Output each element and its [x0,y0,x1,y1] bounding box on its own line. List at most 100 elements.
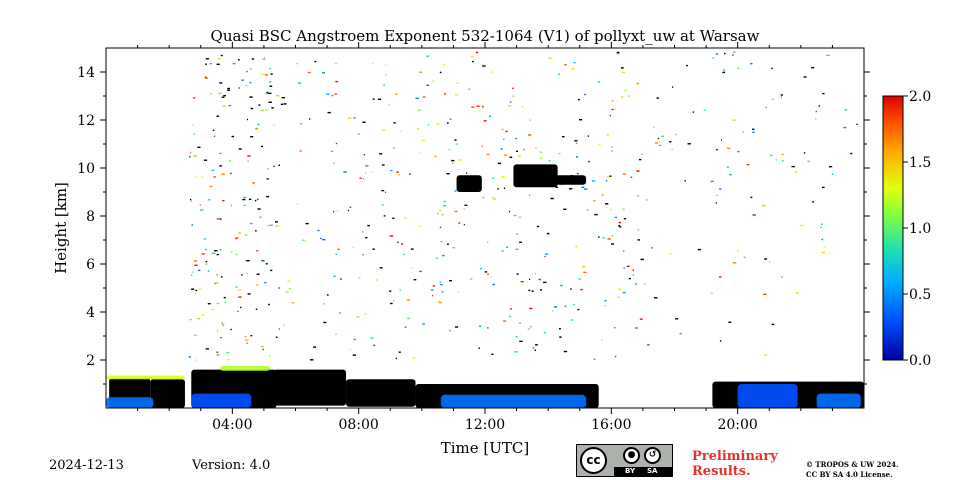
noise-point [195,359,197,361]
noise-point [466,172,468,174]
x-tick-label: 20:00 [717,417,757,433]
noise-point [800,224,804,227]
noise-point [515,248,519,250]
noise-point [449,330,451,332]
y-tick-label: 6 [86,257,95,273]
noise-point [244,234,248,236]
noise-point [265,109,268,111]
noise-point [190,200,192,202]
noise-point [211,169,215,171]
noise-point [441,291,444,293]
noise-point [224,301,227,304]
noise-point [222,202,224,204]
noise-point [601,194,604,196]
noise-point [196,318,200,320]
noise-point [353,117,356,119]
noise-point [270,73,273,75]
noise-point [534,273,536,275]
noise-point [529,119,531,121]
cc-sa-label: SA [647,467,658,475]
cirrus-cloud-3 [554,175,587,185]
noise-point [544,255,546,258]
noise-point [490,276,492,278]
noise-point [285,291,289,293]
noise-point [238,232,241,234]
noise-point [241,79,244,81]
noise-point [238,296,242,298]
noise-point [780,276,783,278]
noise-point [255,308,258,310]
noise-point [221,96,225,98]
noise-point [226,352,230,354]
noise-point [356,316,360,318]
date-label: 2024-12-13 [49,458,124,473]
noise-point [419,225,422,228]
noise-point [447,243,449,245]
noise-point [618,288,622,290]
noise-point [719,188,722,190]
noise-point [337,248,340,250]
noise-point [653,126,655,129]
noise-point [189,318,192,321]
attribution-icon: ● [623,447,640,464]
noise-point [268,101,272,103]
noise-point [781,153,785,156]
noise-point [482,105,484,108]
noise-point [615,108,617,110]
noise-point [632,269,634,271]
noise-point [247,293,251,295]
noise-point [622,208,625,210]
angstroem-band-2 [191,393,252,408]
noise-point [812,201,814,203]
noise-point [518,155,521,157]
noise-point [606,180,608,182]
noise-point [243,196,247,199]
noise-point [367,224,370,227]
noise-point [528,289,531,292]
noise-point [471,106,475,108]
noise-point [826,54,830,56]
noise-point [322,239,326,241]
noise-point [221,173,225,175]
noise-point [205,248,207,251]
noise-point [480,267,482,270]
noise-point [535,147,537,149]
noise-point [195,293,197,295]
noise-point [616,53,620,55]
noise-point [578,278,582,280]
noise-point [442,254,445,257]
noise-point [479,325,482,327]
noise-point [487,327,489,329]
noise-point [336,209,338,212]
noise-point [624,89,627,92]
noise-point [251,58,255,60]
noise-point [358,277,361,279]
noise-point [377,98,382,100]
noise-point [217,330,218,332]
noise-point [807,160,810,163]
noise-point [458,222,461,224]
x-tick-label: 04:00 [212,417,252,433]
noise-point [340,278,342,280]
noise-point [347,209,349,212]
noise-point [401,243,404,245]
noise-point [310,359,314,361]
noise-point [246,272,248,275]
noise-point [191,288,195,290]
noise-point [389,235,394,237]
noise-point [723,69,726,71]
noise-point [669,253,672,255]
noise-point [546,232,550,235]
noise-point [716,194,718,197]
noise-point [559,336,562,338]
noise-point [449,118,452,120]
noise-point [269,85,273,87]
noise-point [247,160,249,162]
noise-point [204,76,207,79]
noise-point [654,142,658,144]
noise-point [503,138,505,140]
noise-point [769,154,773,157]
angstroem-layer-top [219,366,271,371]
preliminary-results-label: Preliminary Results. [692,449,778,479]
noise-point [330,150,334,152]
